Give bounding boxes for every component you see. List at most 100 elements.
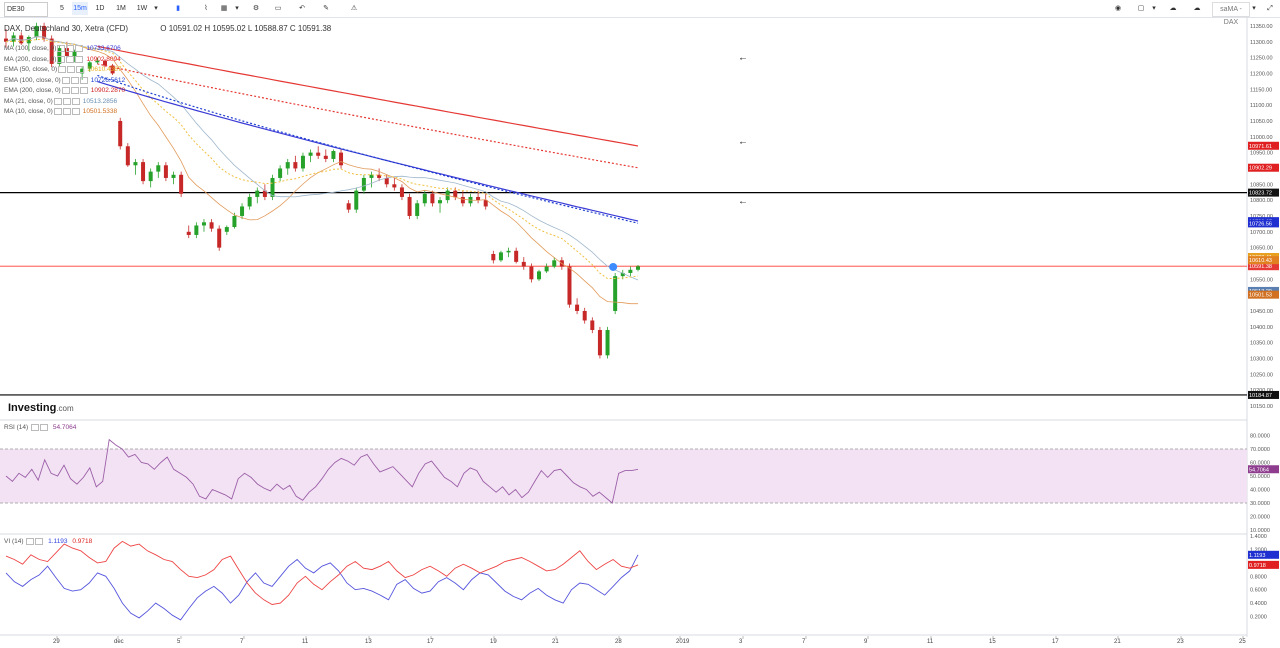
vi-label: VI (14) [4,538,24,546]
indicator-option-icon[interactable] [66,55,75,63]
price-line-tag-label: 10823.72 [1249,191,1272,197]
chart-canvas[interactable]: 11350.00 11300.00 11250.00 11200.00 11150.00… [0,17,1280,648]
candle-body [26,37,31,44]
candle-body [34,25,39,38]
chart-title: DAX, Deutschland 30, Xetra (CFD) [4,24,129,33]
indicator-option-icon[interactable] [62,97,71,105]
indicator-option-icon[interactable] [79,76,88,84]
x-tick-label: 13 [365,639,372,645]
saved-layout-dropdown-icon[interactable]: ▾ [1252,5,1256,12]
interval-1d-button[interactable]: 1D [95,5,105,12]
left-arrow-icon: ← [738,53,748,64]
indicator-option-icon[interactable] [70,87,79,94]
cloud-icon[interactable]: ☁ [1169,5,1177,12]
candle-body [278,168,283,178]
layout-icon[interactable]: ▢ [1137,5,1145,12]
main-y-tick-label: 11200.00 [1250,71,1273,77]
candle-body [392,184,397,188]
candle-body [590,320,595,330]
x-tick-label: 23 [1177,639,1184,645]
compare-icon[interactable]: ▦ [220,5,228,12]
indicator-option-icon[interactable] [61,76,70,84]
interval-5-button[interactable]: 5 [60,5,64,12]
rsi-y-tick-label: 20.0000 [1250,515,1270,521]
main-y-tick-label: 11350.00 [1250,24,1273,30]
indicator-option-icon[interactable] [75,55,84,63]
candles-icon[interactable]: ▮ [176,5,180,12]
rsi-settings-icon[interactable] [31,424,40,431]
indicator-option-icon[interactable] [75,45,84,52]
indicator-option-icon[interactable] [71,97,80,105]
indicator-option-icon[interactable] [70,76,79,84]
interval-1m-button[interactable]: 1M [116,5,126,12]
candle-body [476,196,481,201]
rsi-y-tick-label: 60.0000 [1250,461,1270,467]
indicator-option-icon[interactable] [58,66,67,73]
indicator-option-icon[interactable] [57,45,66,52]
ma-21-line [5,36,639,281]
ma-100-line [97,80,639,222]
vi-legend: VI (14) 1.1193 0.9718 [4,538,92,545]
saved-layout-label[interactable]: saMA - DAX [1212,2,1250,26]
candle-body [4,38,8,42]
candle-body [377,174,382,178]
candle-body [72,51,77,57]
drawing-tools-icon[interactable]: ✎ [323,5,329,12]
main-y-tick-label: 11150.00 [1250,87,1272,93]
dropdown-icon[interactable]: ▾ [235,5,239,12]
rsi-y-tick-label: 70.0000 [1250,447,1270,453]
indicator-label: EMA (50, close, 0) [4,66,58,74]
candle-body [361,177,366,191]
camera-icon[interactable]: ◉ [1114,5,1122,12]
x-tick-label: 11 [302,639,309,645]
candle-body [316,152,321,156]
indicator-option-icon[interactable] [62,108,71,115]
layout-dropdown-icon[interactable]: ▾ [1152,5,1156,12]
settings-gear-icon[interactable]: ⚙ [252,5,260,12]
symbol-search-input[interactable]: DE30 [4,2,48,17]
vi-settings-icon[interactable] [26,538,35,545]
main-y-tick-label: 10250.00 [1250,372,1273,378]
indicator-option-icon[interactable] [76,66,85,73]
fullscreen-icon[interactable]: ⤢ [1267,5,1273,12]
vi-y-tick-label: 1.2000 [1250,547,1267,553]
indicator-option-icon[interactable] [67,66,76,73]
candle-body [247,196,252,207]
indicator-label: MA (10, close, 0) [4,108,53,116]
candle-body [567,266,572,305]
indicator-option-icon[interactable] [66,45,75,52]
indicator-option-icon[interactable] [53,108,62,115]
intervals-dropdown-icon[interactable]: ▾ [154,5,158,12]
candle-body [613,276,618,311]
indicator-option-icon[interactable] [71,108,80,115]
indicator-option-icon[interactable] [61,87,70,94]
candle-body [255,190,260,197]
rsi-y-tick-label: 40.0000 [1250,488,1270,494]
price-line-tag-label: 10591.38 [1249,264,1272,270]
indicator-price-tag-label: 10501.53 [1249,293,1272,299]
indicator-value: 10733.6706 [86,45,121,53]
templates-icon[interactable]: ▭ [274,5,282,12]
cloud-save-icon[interactable]: ☁ [1193,5,1201,12]
indicator-legend-row: MA (100, close, 0) 10733.6706 [4,45,121,52]
candle-body [605,329,610,356]
indicator-option-icon[interactable] [79,87,88,94]
rsi-line [5,438,639,504]
vi-close-icon[interactable] [35,538,44,545]
investing-logo: Investing.com [8,402,74,414]
interval-15m-button[interactable]: 15m [72,2,88,15]
main-y-tick-label: 11050.00 [1250,119,1273,125]
main-y-tick-label: 10450.00 [1250,309,1273,315]
indicator-option-icon[interactable] [57,55,66,63]
indicator-option-icon[interactable] [53,97,62,105]
candle-body [346,203,351,210]
interval-1w-button[interactable]: 1W [136,5,148,12]
vi-y-tick-label: 0.4000 [1250,601,1267,607]
indicator-value: 10726.5612 [90,76,126,84]
indicators-icon[interactable]: ⌇ [204,5,208,12]
candle-body [407,196,412,216]
main-y-tick-label: 10700.00 [1250,230,1273,236]
alert-icon[interactable]: ⚠ [350,5,358,12]
undo-icon[interactable]: ↶ [299,5,305,12]
rsi-close-icon[interactable] [40,424,49,431]
